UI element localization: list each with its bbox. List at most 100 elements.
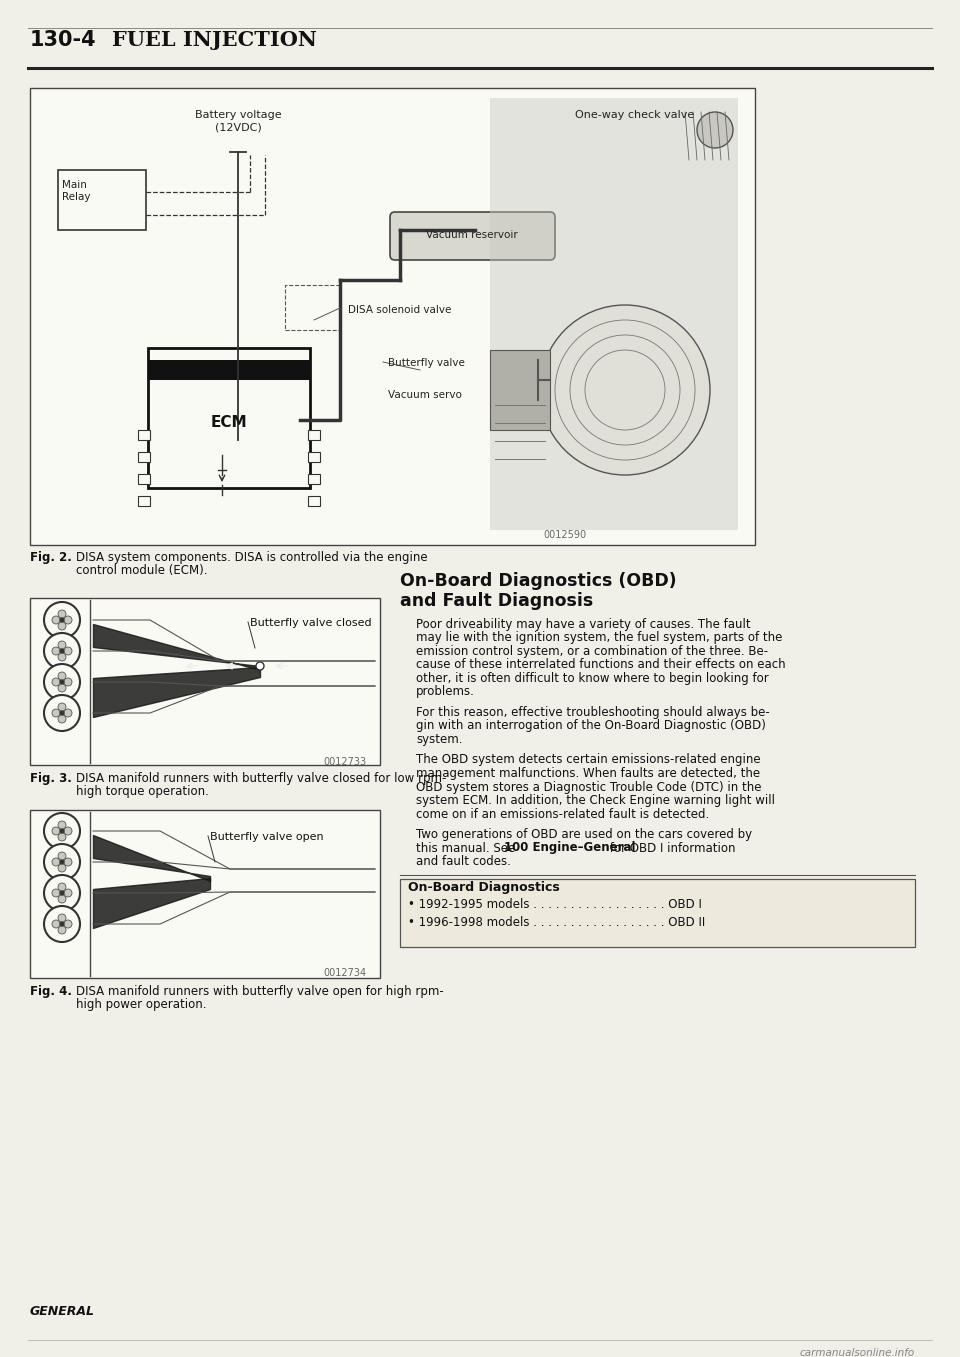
Circle shape xyxy=(64,858,72,866)
Text: Fig. 2.: Fig. 2. xyxy=(30,551,72,565)
Text: Butterfly valve open: Butterfly valve open xyxy=(210,832,324,841)
Bar xyxy=(285,285,340,330)
Circle shape xyxy=(52,647,60,655)
Text: Two generations of OBD are used on the cars covered by: Two generations of OBD are used on the c… xyxy=(416,828,752,841)
Circle shape xyxy=(58,833,66,841)
Bar xyxy=(58,170,146,229)
Text: for OBD I information: for OBD I information xyxy=(606,841,735,855)
Circle shape xyxy=(58,864,66,873)
Text: system ECM. In addition, the Check Engine warning light will: system ECM. In addition, the Check Engin… xyxy=(416,794,775,807)
Text: 0012734: 0012734 xyxy=(324,968,367,978)
Circle shape xyxy=(64,708,72,716)
Circle shape xyxy=(60,711,64,715)
Text: For this reason, effective troubleshooting should always be-: For this reason, effective troubleshooti… xyxy=(416,706,770,719)
Bar xyxy=(30,598,380,765)
Circle shape xyxy=(58,703,66,711)
Text: Relay: Relay xyxy=(62,191,90,202)
Text: Butterfly valve: Butterfly valve xyxy=(388,358,465,368)
Text: this manual. See: this manual. See xyxy=(416,841,519,855)
Text: On-Board Diagnostics (OBD): On-Board Diagnostics (OBD) xyxy=(400,573,677,590)
Bar xyxy=(138,452,150,461)
Bar xyxy=(490,98,738,531)
Circle shape xyxy=(60,921,64,927)
Circle shape xyxy=(60,617,64,623)
Circle shape xyxy=(58,852,66,860)
Text: GENERAL: GENERAL xyxy=(30,1305,95,1318)
Circle shape xyxy=(44,844,80,879)
Circle shape xyxy=(44,875,80,911)
Text: DISA manifold runners with butterfly valve closed for low rpm-: DISA manifold runners with butterfly val… xyxy=(76,772,446,784)
Text: cause of these interrelated functions and their effects on each: cause of these interrelated functions an… xyxy=(416,658,785,672)
Bar xyxy=(490,350,550,430)
Circle shape xyxy=(64,647,72,655)
Text: system.: system. xyxy=(416,733,463,746)
Circle shape xyxy=(44,632,80,669)
Text: Vacuum reservoir: Vacuum reservoir xyxy=(426,229,517,240)
Text: 0012590: 0012590 xyxy=(543,531,587,540)
Circle shape xyxy=(44,695,80,731)
Circle shape xyxy=(58,915,66,921)
Text: One-way check valve: One-way check valve xyxy=(575,110,694,119)
Text: DISA system components. DISA is controlled via the engine: DISA system components. DISA is controll… xyxy=(76,551,427,565)
Bar xyxy=(400,878,915,946)
Text: DISA solenoid valve: DISA solenoid valve xyxy=(348,305,451,315)
Circle shape xyxy=(64,678,72,687)
Circle shape xyxy=(64,616,72,624)
Text: FUEL INJECTION: FUEL INJECTION xyxy=(112,30,317,50)
Circle shape xyxy=(52,708,60,716)
FancyBboxPatch shape xyxy=(390,212,555,261)
Circle shape xyxy=(58,611,66,617)
Circle shape xyxy=(58,622,66,630)
Text: On-Board Diagnostics: On-Board Diagnostics xyxy=(408,882,560,894)
Text: 0012733: 0012733 xyxy=(324,757,367,767)
Bar xyxy=(308,474,320,484)
Circle shape xyxy=(44,603,80,638)
Text: Main: Main xyxy=(62,180,86,190)
Text: (12VDC): (12VDC) xyxy=(215,122,261,132)
Text: OBD system stores a Diagnostic Trouble Code (DTC) in the: OBD system stores a Diagnostic Trouble C… xyxy=(416,780,761,794)
Circle shape xyxy=(64,920,72,928)
Circle shape xyxy=(52,889,60,897)
Circle shape xyxy=(58,896,66,902)
Circle shape xyxy=(52,920,60,928)
Text: Poor driveability may have a variety of causes. The fault: Poor driveability may have a variety of … xyxy=(416,617,751,631)
Bar xyxy=(138,474,150,484)
Circle shape xyxy=(60,829,64,833)
Text: and fault codes.: and fault codes. xyxy=(416,855,511,868)
Circle shape xyxy=(60,859,64,864)
Text: emission control system, or a combination of the three. Be-: emission control system, or a combinatio… xyxy=(416,645,768,658)
Text: • 1996-1998 models . . . . . . . . . . . . . . . . . . OBD II: • 1996-1998 models . . . . . . . . . . .… xyxy=(408,916,706,930)
Bar xyxy=(308,497,320,506)
Bar xyxy=(148,360,310,380)
Text: Fig. 4.: Fig. 4. xyxy=(30,985,72,997)
Circle shape xyxy=(52,826,60,835)
Text: high power operation.: high power operation. xyxy=(76,997,206,1011)
Bar xyxy=(30,88,755,546)
Text: control module (ECM).: control module (ECM). xyxy=(76,565,207,577)
Circle shape xyxy=(52,858,60,866)
Bar xyxy=(308,430,320,440)
Text: other, it is often difficult to know where to begin looking for: other, it is often difficult to know whe… xyxy=(416,672,769,685)
Circle shape xyxy=(697,113,733,148)
Circle shape xyxy=(44,813,80,849)
Text: carmanualsonline.info: carmanualsonline.info xyxy=(800,1348,915,1357)
Circle shape xyxy=(60,680,64,684)
Circle shape xyxy=(64,826,72,835)
Text: and Fault Diagnosis: and Fault Diagnosis xyxy=(400,592,593,611)
Circle shape xyxy=(60,890,64,896)
Text: Fig. 3.: Fig. 3. xyxy=(30,772,72,784)
Text: The OBD system detects certain emissions-related engine: The OBD system detects certain emissions… xyxy=(416,753,760,767)
Text: DISA manifold runners with butterfly valve open for high rpm-: DISA manifold runners with butterfly val… xyxy=(76,985,444,997)
Bar xyxy=(138,430,150,440)
Text: Butterfly valve closed: Butterfly valve closed xyxy=(250,617,372,628)
Circle shape xyxy=(58,684,66,692)
Text: high torque operation.: high torque operation. xyxy=(76,784,209,798)
Circle shape xyxy=(64,889,72,897)
Text: 100 Engine–General: 100 Engine–General xyxy=(504,841,636,855)
Text: Vacuum servo: Vacuum servo xyxy=(388,389,462,400)
Text: 130-4: 130-4 xyxy=(30,30,97,50)
Circle shape xyxy=(540,305,710,475)
Circle shape xyxy=(58,925,66,934)
Bar xyxy=(30,810,380,978)
Text: management malfunctions. When faults are detected, the: management malfunctions. When faults are… xyxy=(416,767,760,780)
